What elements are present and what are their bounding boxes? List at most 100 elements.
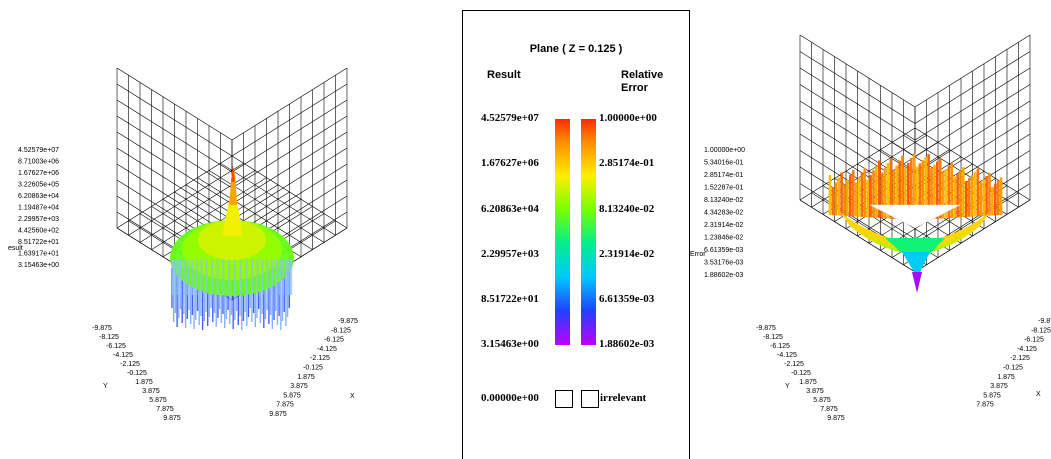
irrelevant-swatch xyxy=(581,390,599,408)
result-value: 8.51722e+01 xyxy=(481,293,539,305)
z-tick-label: 1.23846e-02 xyxy=(704,235,743,242)
surface-dome xyxy=(198,220,266,260)
result-value: 2.29957e+03 xyxy=(481,248,539,260)
result-value: 6.20863e+04 xyxy=(481,203,539,215)
y-tick-label: 7.875 xyxy=(820,406,838,413)
y-axis-label: Y xyxy=(103,383,108,390)
grid-line xyxy=(231,99,348,173)
z-tick-label: 2.85174e-01 xyxy=(704,172,743,179)
x-tick-label: -4.125 xyxy=(317,346,337,353)
error-surface-plot: 1.00000e+00 5.34016e-01 2.85174e-01 1.52287… xyxy=(690,0,1051,459)
grid-line xyxy=(231,83,348,157)
grid-line xyxy=(116,83,233,157)
grid-line xyxy=(799,67,916,141)
surface-peak xyxy=(231,165,235,182)
error-value: 1.00000e+00 xyxy=(599,112,657,124)
grid-line xyxy=(914,84,1031,157)
y-tick-label: -0.125 xyxy=(127,370,147,377)
y-tick-label: 1.875 xyxy=(799,379,817,386)
zero-value: 0.00000e+00 xyxy=(481,392,539,404)
x-tick-label: 3.875 xyxy=(290,383,308,390)
grid-line xyxy=(116,67,233,141)
surface-peak xyxy=(229,172,237,205)
z-tick-label: 6.61359e-03 xyxy=(704,247,743,254)
y-tick-label: -9.875 xyxy=(756,325,776,332)
x-tick-label: -6.125 xyxy=(1024,337,1044,344)
y-tick-label: -4.125 xyxy=(777,352,797,359)
z-tick-label: 6.20863e+04 xyxy=(18,193,59,200)
y-tick-label: 7.875 xyxy=(156,406,174,413)
error-value: 1.88602e-03 xyxy=(599,338,655,350)
x-axis-label: X xyxy=(1036,391,1041,398)
error-header-line2: Error xyxy=(621,82,648,94)
z-tick-label: 4.52579e+07 xyxy=(18,147,59,154)
y-tick-label: 3.875 xyxy=(806,388,824,395)
grid-line xyxy=(799,100,916,174)
z-tick-label: 3.22605e+05 xyxy=(18,182,59,189)
y-tick-label: -2.125 xyxy=(120,361,140,368)
y-tick-label: -9.875 xyxy=(92,325,112,332)
y-tick-label: 5.875 xyxy=(149,397,167,404)
z-tick-label: 1.67627e+06 xyxy=(18,170,59,177)
x-tick-label: 5.875 xyxy=(283,392,301,399)
x-axis-label: X xyxy=(350,393,355,400)
x-tick-label: 7.875 xyxy=(976,402,994,409)
x-tick-label: -8.125 xyxy=(331,327,351,334)
x-tick-label: -0.125 xyxy=(303,365,323,372)
z-tick-label: 8.13240e-02 xyxy=(704,197,743,204)
x-tick-label: -2.125 xyxy=(1010,355,1030,362)
x-tick-label: -9.875 xyxy=(338,318,358,325)
error-surface-svg: 1.00000e+00 5.34016e-01 2.85174e-01 1.52287… xyxy=(690,34,1051,422)
y-tick-label: 3.875 xyxy=(142,388,160,395)
error-header: Relative Error xyxy=(621,69,663,95)
error-header-line1: Relative xyxy=(621,69,664,81)
error-value: 2.85174e-01 xyxy=(599,157,655,169)
x-tick-label: -0.125 xyxy=(1003,365,1023,372)
error-colorbar xyxy=(581,119,596,345)
z-tick-label: 1.88602e-03 xyxy=(704,272,743,279)
z-tick-label: 4.42560e+02 xyxy=(18,228,59,235)
result-header: Result xyxy=(487,69,521,81)
z-tick-label: 1.63917e+01 xyxy=(18,251,59,258)
grid-line xyxy=(116,131,233,205)
grid-line xyxy=(799,51,916,124)
z-tick-label: 4.34283e-02 xyxy=(704,210,743,217)
y-tick-label: -4.125 xyxy=(113,352,133,359)
z-tick-label: 1.00000e+00 xyxy=(704,147,745,154)
result-value: 4.52579e+07 xyxy=(481,112,539,124)
result-colorbar xyxy=(555,119,570,345)
result-surface-plot: 4.52579e+07 8.71003e+06 1.67627e+06 3.22605… xyxy=(0,0,460,459)
z-tick-label: 1.52287e-01 xyxy=(704,185,743,192)
x-tick-label: 7.875 xyxy=(276,402,294,409)
irrelevant-label: irrelevant xyxy=(600,392,647,404)
grid-line xyxy=(799,34,916,108)
grid-line xyxy=(116,99,233,173)
surface-funnel xyxy=(912,272,922,293)
z-tick-label: 8.51722e+01 xyxy=(18,239,59,246)
legend-title: Plane ( Z = 0.125 ) xyxy=(529,43,623,55)
y-tick-label: -2.125 xyxy=(784,361,804,368)
grid-line xyxy=(799,84,916,157)
result-surface-svg: 4.52579e+07 8.71003e+06 1.67627e+06 3.22605… xyxy=(8,67,358,422)
x-tick-label: 1.875 xyxy=(297,374,315,381)
z-tick-label: 8.71003e+06 xyxy=(18,159,59,166)
x-tick-label: 9.875 xyxy=(269,411,287,418)
x-tick-label: -2.125 xyxy=(310,355,330,362)
grid-line xyxy=(116,147,233,221)
y-tick-label: 5.875 xyxy=(813,397,831,404)
x-tick-label: 3.875 xyxy=(990,383,1008,390)
grid-line xyxy=(231,147,348,221)
grid-line xyxy=(914,34,1031,108)
x-tick-label: -4.125 xyxy=(1017,346,1037,353)
y-tick-label: -6.125 xyxy=(770,343,790,350)
z-tick-label: 1.19487e+04 xyxy=(18,205,59,212)
x-tick-label: 5.875 xyxy=(983,392,1001,399)
z-tick-label: 3.53176e-03 xyxy=(704,260,743,267)
x-tick-label: -8.125 xyxy=(1031,327,1051,334)
z-axis-label: esult xyxy=(8,245,23,252)
z-axis-label: Error xyxy=(690,251,706,258)
grid-line xyxy=(231,67,348,141)
error-value: 2.31914e-02 xyxy=(599,248,655,260)
x-tick-label: -9.875 xyxy=(1038,318,1051,325)
z-tick-label: 2.29957e+03 xyxy=(18,216,59,223)
